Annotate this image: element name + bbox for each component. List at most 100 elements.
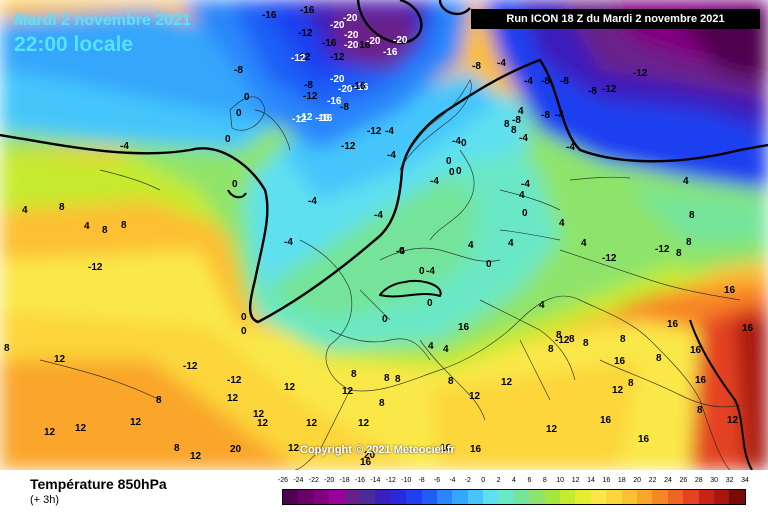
color-scale-label: 10 [556,477,565,484]
color-scale-swatch [375,490,391,504]
isotherm-label: -20 [393,35,408,46]
color-scale-label: 16 [602,477,611,484]
isotherm-label: 0 [225,134,231,145]
isotherm-label: 0 [236,108,242,119]
isotherm-label: 8 [628,378,634,389]
isotherm-label: -4 [308,196,317,207]
isotherm-label: 8 [697,405,703,416]
isotherm-label: -8 [541,110,550,121]
isotherm-label: -20 [344,30,359,41]
isotherm-label: 16 [667,319,679,330]
isotherm-label: -12 [655,244,670,255]
isotherm-label: 8 [174,443,180,454]
isotherm-label: 4 [559,218,565,229]
isotherm-label: 4 [581,238,587,249]
color-scale-label: 28 [694,477,703,484]
isotherm-label: -8 [560,76,569,87]
forecast-date: Mardi 2 novembre 2021 [14,12,191,29]
isotherm-label: 8 [156,395,162,406]
isotherm-label: 8 [511,125,517,136]
isotherm-label: -12 [602,253,617,264]
isotherm-label: -12 [330,52,345,63]
isotherm-label: -16 [383,47,398,58]
isotherm-label: -8 [234,65,243,76]
isotherm-label: -16 [327,96,342,107]
color-scale-swatch [344,490,360,504]
isotherm-label: 8 [102,225,108,236]
isotherm-label: -4 [284,237,293,248]
color-scale-swatch [529,490,545,504]
isotherm-label: -8 [472,61,481,72]
isotherm-label: -4 [524,76,533,87]
color-scale-swatch [359,490,376,504]
isotherm-label: -20 [338,84,353,95]
isotherm-label: 4 [468,240,474,251]
isotherm-label: 0 [241,312,247,323]
isotherm-label: 0 [461,138,467,149]
isotherm-label: -12 [292,114,307,125]
isotherm-label: 0 [522,208,528,219]
isotherm-label: 8 [504,119,510,130]
isotherm-label: -4 [396,246,405,257]
geography-lines [39,79,741,470]
isotherm-label: -12 [303,91,318,102]
isotherm-label: 16 [440,443,452,454]
color-scale: -26 -24 -22 -20 -18 -16 -14 -12 -10 -8 -6 -4 -2 0 2 4 6 8… [278,477,752,507]
isotherm-label: 12 [288,443,300,454]
color-scale-swatch [544,490,561,504]
color-scale-swatch [498,490,514,504]
color-scale-swatch [313,490,330,504]
isotherm-label: -12 [183,361,198,372]
color-scale-swatch [329,490,345,504]
color-scale-swatch [698,490,714,504]
isotherm-label: -16 [315,113,330,124]
color-scale-label: -22 [308,477,319,484]
isotherm-label: 12 [44,427,56,438]
isotherm-label: 8 [548,344,554,355]
isotherm-label: 20 [230,444,242,455]
isotherm-label: 12 [130,417,142,428]
isotherm-label: 4 [443,344,449,355]
isotherm-label: 16 [638,434,650,445]
color-scale-label: 6 [527,477,532,484]
color-scale-swatch [606,490,622,504]
isotherm-label: 8 [448,376,454,387]
color-scale-swatch [621,490,637,504]
isotherm-label: -16 [300,5,315,16]
isotherm-label: 12 [358,418,370,429]
temperature-map: -16 -16 -20 -20 -12 -12 -16 -16 -20 -20 -20 -20 -16-… [0,0,768,470]
color-scale-label: -14 [370,477,381,484]
isotherm-label: 4 [22,205,28,216]
isotherm-label: -8 [512,115,521,126]
isotherm-label: 16 [470,444,482,455]
isotherm-label: 0 [232,179,238,190]
color-scale-label: 8 [542,477,547,484]
isotherm-label: 12 [253,409,265,420]
isotherm-label: -8 [304,80,313,91]
color-scale-swatch [390,490,407,504]
isotherm-label: 8 [121,220,127,231]
color-scale-label: -6 [433,477,441,484]
isotherm-label: 8 [384,373,390,384]
isotherm-label: 4 [518,106,524,117]
color-scale-label: -16 [354,477,366,484]
isotherm-label: -4 [120,141,129,152]
isotherm-label: 8 [689,210,695,221]
color-scale-label: -12 [385,477,396,484]
isotherm-labels: -16 -16-20-20-12-12-16 -16-20 -20-20-20-16-… [4,5,754,468]
isotherm-label: -12 [633,68,648,79]
color-scale-label: 24 [664,477,672,484]
map-subtitle: (+ 3h) [30,494,60,506]
isotherm-label: -20 [330,20,345,31]
color-scale-label: 22 [648,477,657,484]
isotherm-label: -12 [555,335,570,346]
isotherm-label: 12 [612,385,624,396]
isotherm-label: 12 [727,415,739,426]
isotherm-label: -4 [519,133,528,144]
color-scale-label: 2 [496,477,501,484]
color-scale-swatch [652,490,668,504]
isotherm-label: -4 [387,150,396,161]
color-scale-label: 20 [633,477,642,484]
isotherm-label: 20 [364,450,376,461]
isotherm-label: -4 [555,110,564,121]
